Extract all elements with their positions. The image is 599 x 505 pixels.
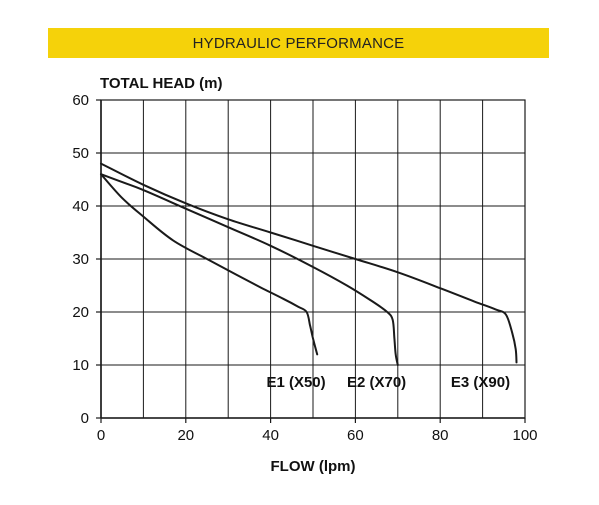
performance-chart-svg: 0 10 20 30 40 50 60 0 20 40 60 80 100 E1 (X50) E2 (X7… bbox=[72, 75, 537, 475]
series-label: E3 (X90) bbox=[451, 374, 510, 391]
x-tick-label: 100 bbox=[512, 427, 537, 444]
y-tick-label: 60 bbox=[72, 92, 89, 109]
x-tick-label: 20 bbox=[177, 427, 194, 444]
y-tick-label: 40 bbox=[72, 198, 89, 215]
series-line bbox=[100, 173, 399, 366]
series-label: E1 (X50) bbox=[266, 374, 325, 391]
x-tick-label: 60 bbox=[347, 427, 364, 444]
curve-layer bbox=[100, 162, 518, 366]
label-layer: E1 (X50) E2 (X70) E3 (X90) bbox=[266, 374, 510, 391]
series-label: E2 (X70) bbox=[347, 374, 406, 391]
x-tick-label: 40 bbox=[262, 427, 279, 444]
series-line bbox=[100, 162, 518, 364]
y-tick-label: 0 bbox=[81, 410, 89, 427]
performance-chart: 0 10 20 30 40 50 60 0 20 40 60 80 100 E1 (X50) E2 (X7… bbox=[0, 60, 599, 500]
y-tick-label: 20 bbox=[72, 304, 89, 321]
tick-layer: 0 10 20 30 40 50 60 0 20 40 60 80 100 bbox=[72, 92, 537, 444]
y-tick-label: 30 bbox=[72, 251, 89, 268]
grid-layer bbox=[101, 100, 525, 418]
series-line bbox=[100, 173, 319, 356]
banner-title: HYDRAULIC PERFORMANCE bbox=[192, 34, 405, 52]
x-tick-label: 80 bbox=[432, 427, 449, 444]
section-banner: HYDRAULIC PERFORMANCE bbox=[48, 28, 549, 58]
x-tick-label: 0 bbox=[97, 427, 105, 444]
y-tick-label: 50 bbox=[72, 145, 89, 162]
x-axis-label: FLOW (lpm) bbox=[271, 458, 356, 475]
y-axis-label: TOTAL HEAD (m) bbox=[100, 75, 223, 92]
y-tick-label: 10 bbox=[72, 357, 89, 374]
